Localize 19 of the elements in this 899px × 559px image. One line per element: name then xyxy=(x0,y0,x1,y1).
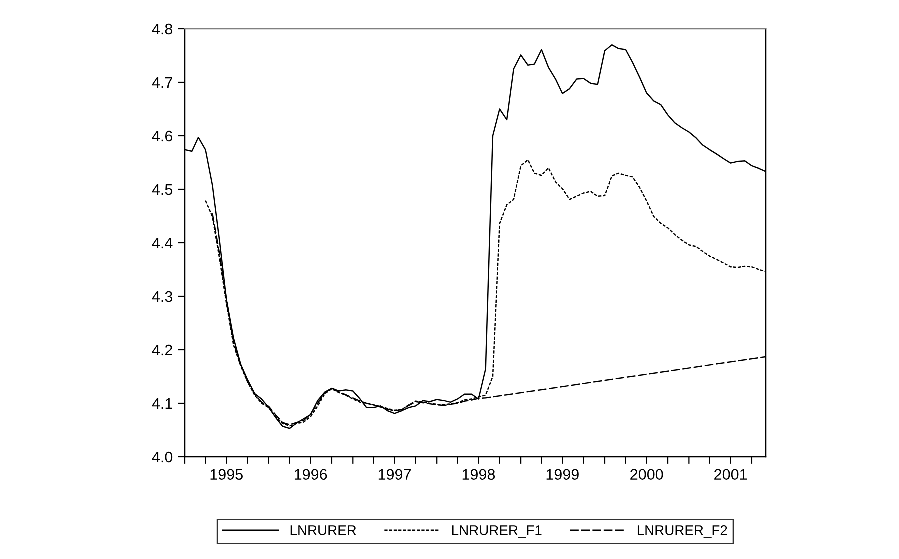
y-tick-label: 4.8 xyxy=(152,24,173,35)
y-tick-label: 4.7 xyxy=(152,78,172,88)
y-tick-label: 4.4 xyxy=(152,238,173,249)
y-tick-label: 4.2 xyxy=(152,344,172,356)
x-tick-label: 1995 xyxy=(210,469,243,480)
x-tick-label: 1998 xyxy=(462,469,496,480)
x-tick-label: 2000 xyxy=(630,469,664,480)
x-tick-label: 1997 xyxy=(378,469,411,480)
legend-label: LNRURER_F1 xyxy=(452,526,542,538)
y-tick-label: 4.6 xyxy=(152,130,173,142)
x-tick-label: 1996 xyxy=(294,469,328,480)
x-tick-label: 1999 xyxy=(546,469,579,480)
legend-label: LNRURER_F2 xyxy=(638,526,728,538)
y-tick-label: 4.0 xyxy=(152,452,173,463)
x-tick-label: 2001 xyxy=(714,469,748,480)
y-tick-label: 4.3 xyxy=(152,291,173,302)
y-tick-label: 4.1 xyxy=(152,398,172,410)
y-tick-label: 4.5 xyxy=(152,184,173,196)
legend-label: LNRURER xyxy=(290,526,356,536)
